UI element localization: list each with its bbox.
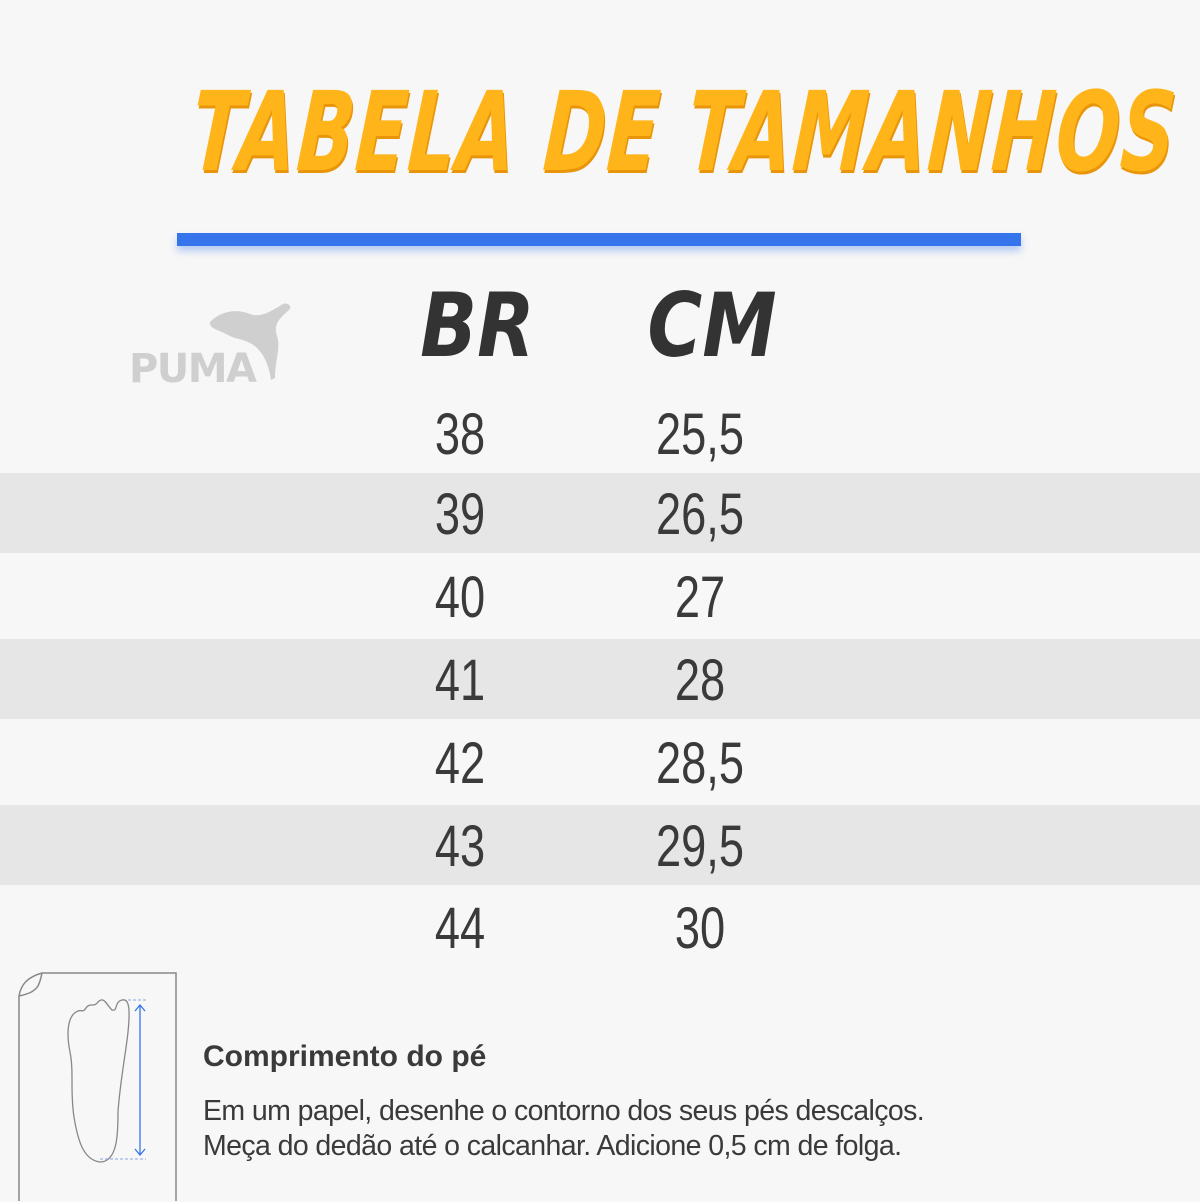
- header-br: BR: [420, 274, 535, 377]
- puma-logo: PUMA: [129, 303, 291, 390]
- svg-text:PUMA: PUMA: [129, 346, 257, 390]
- br-size: 43: [434, 814, 486, 879]
- header-cm: CM: [647, 274, 777, 377]
- br-size: 39: [434, 482, 486, 547]
- table-row: 40 27: [0, 556, 1200, 639]
- cm-size: 28: [674, 648, 726, 713]
- cm-size: 28,5: [655, 731, 745, 796]
- cm-size: 29,5: [655, 814, 745, 879]
- cm-size: 26,5: [655, 482, 745, 547]
- br-size: 42: [434, 731, 486, 796]
- accent-divider: [177, 233, 1021, 246]
- page-title: TABELA DE TAMANHOS: [187, 68, 1182, 196]
- table-row: 43 29,5: [0, 805, 1200, 885]
- br-size: 38: [434, 402, 486, 467]
- foot-length-title: Comprimento do pé: [203, 1040, 487, 1073]
- br-size: 41: [434, 648, 486, 713]
- cm-size: 27: [674, 565, 726, 630]
- table-row: 44 30: [0, 887, 1200, 970]
- br-size: 40: [434, 565, 486, 630]
- instruction-line: Em um papel, desenhe o contorno dos seus…: [203, 1095, 925, 1127]
- instruction-line: Meça do dedão até o calcanhar. Adicione …: [203, 1130, 902, 1162]
- foot-measure-icon: [18, 972, 177, 1201]
- table-row: 42 28,5: [0, 722, 1200, 805]
- table-row: 41 28: [0, 639, 1200, 719]
- cm-size: 30: [674, 896, 726, 961]
- table-row: 39 26,5: [0, 473, 1200, 553]
- foot-length-instructions: Em um papel, desenhe o contorno dos seus…: [203, 1094, 925, 1164]
- table-row: 38 25,5: [0, 393, 1200, 476]
- cm-size: 25,5: [655, 402, 745, 467]
- br-size: 44: [434, 896, 486, 961]
